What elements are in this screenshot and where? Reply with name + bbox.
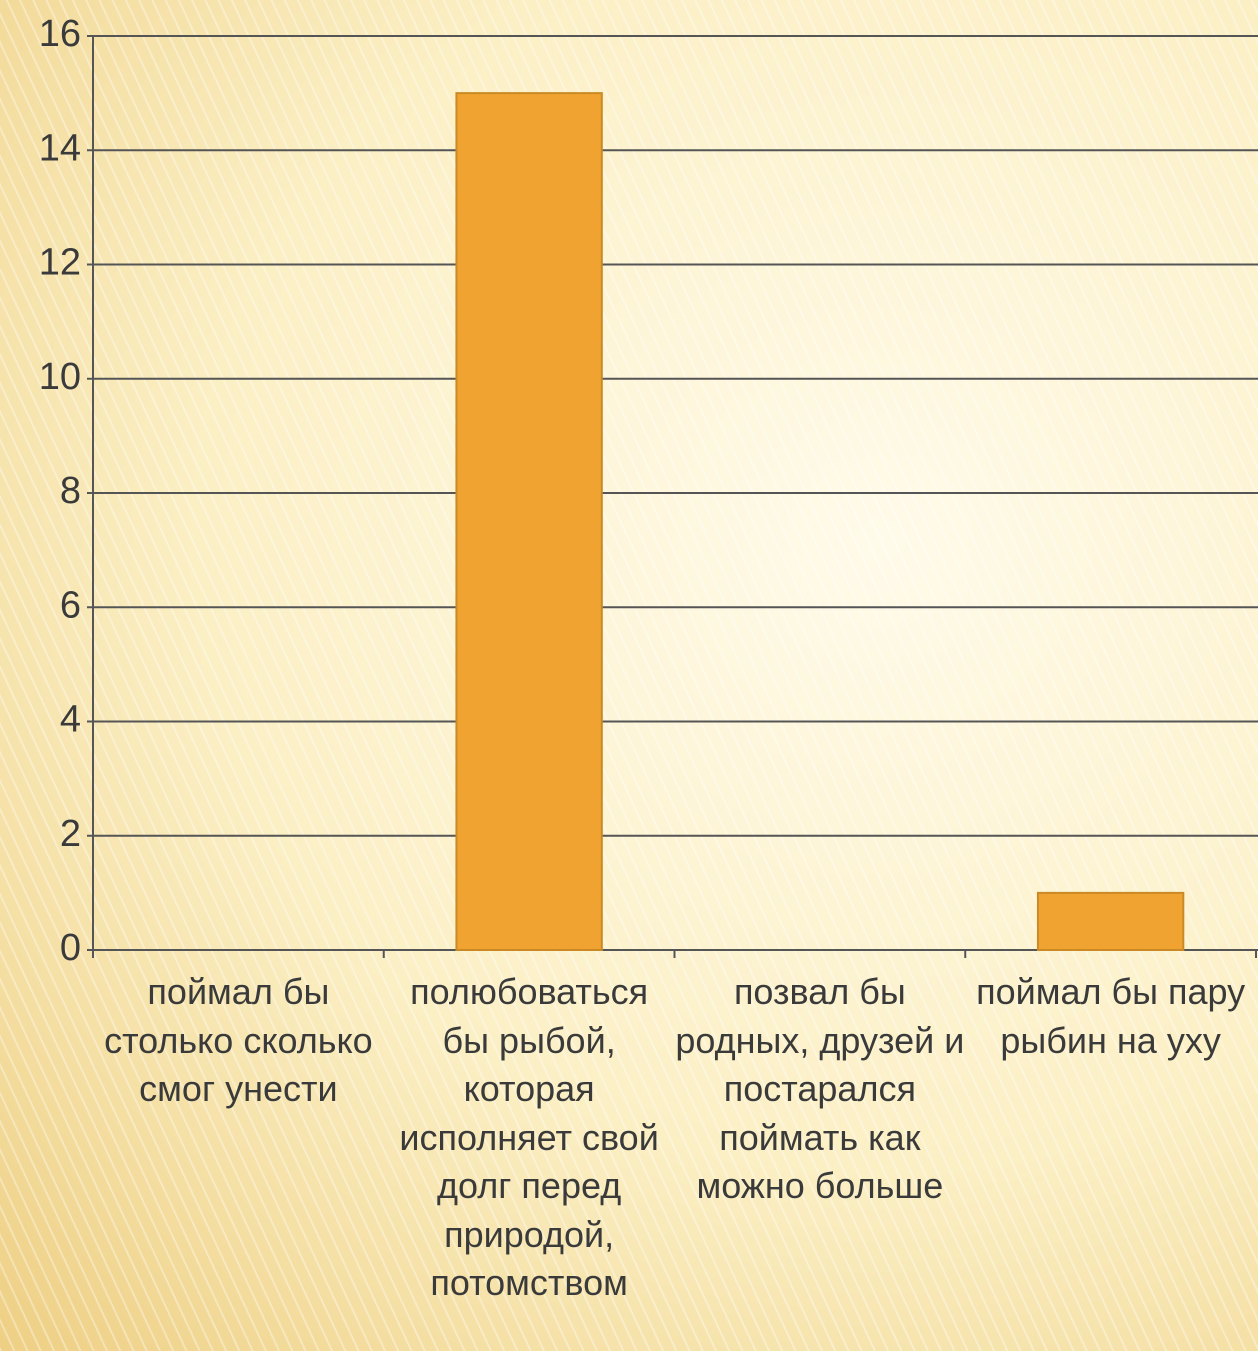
y-tick-label: 6 [60, 584, 81, 626]
y-tick-label: 2 [60, 813, 81, 855]
bar [1036, 891, 1185, 951]
x-tick-label: поймал бы пару рыбин на уху [976, 971, 1246, 1061]
bar [455, 92, 603, 951]
y-tick-label: 4 [60, 699, 81, 741]
y-tick-label: 16 [39, 13, 81, 55]
y-tick-label: 8 [60, 470, 81, 512]
y-tick-label: 12 [39, 242, 81, 284]
x-tick-label: позвал бы родных, друзей и постарался по… [675, 971, 965, 1206]
y-tick-label: 14 [39, 127, 81, 169]
y-tick-label: 0 [60, 927, 81, 969]
y-tick-label: 10 [39, 356, 81, 398]
x-tick-label: полюбоваться бы рыбой, которая исполняет… [399, 971, 659, 1303]
x-tick-label: поймал бы столько сколько смог унести [104, 971, 373, 1109]
